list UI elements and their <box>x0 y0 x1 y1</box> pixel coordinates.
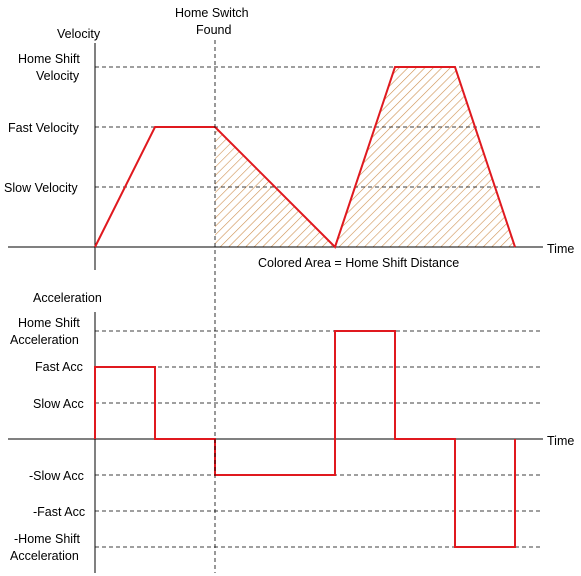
acceleration-axis-title: Acceleration <box>33 291 102 305</box>
neg-home-shift-acc-label-line2: Acceleration <box>10 549 79 563</box>
home-shift-area-2 <box>335 67 515 247</box>
acceleration-profile <box>94 330 516 548</box>
home-shift-velocity-label-line2: Velocity <box>36 69 80 83</box>
home-shift-acc-label-line1: Home Shift <box>18 316 80 330</box>
home-shift-acc-label-line2: Acceleration <box>10 333 79 347</box>
slow-acc-label: Slow Acc <box>33 397 84 411</box>
home-switch-label-line1: Home Switch <box>175 6 249 20</box>
neg-home-shift-acc-label-line1: -Home Shift <box>14 532 81 546</box>
fast-acc-label: Fast Acc <box>35 360 83 374</box>
neg-fast-acc-label: -Fast Acc <box>33 505 85 519</box>
acc-time-label: Time <box>547 434 574 448</box>
velocity-axis-title: Velocity <box>57 27 101 41</box>
home-shift-velocity-label-line1: Home Shift <box>18 52 80 66</box>
home-switch-label-line2: Found <box>196 23 231 37</box>
colored-area-caption: Colored Area = Home Shift Distance <box>258 256 459 270</box>
neg-slow-acc-label: -Slow Acc <box>29 469 84 483</box>
slow-velocity-label: Slow Velocity <box>4 181 78 195</box>
fast-velocity-label: Fast Velocity <box>8 121 80 135</box>
velocity-time-label: Time <box>547 242 574 256</box>
velocity-profile <box>94 66 516 249</box>
